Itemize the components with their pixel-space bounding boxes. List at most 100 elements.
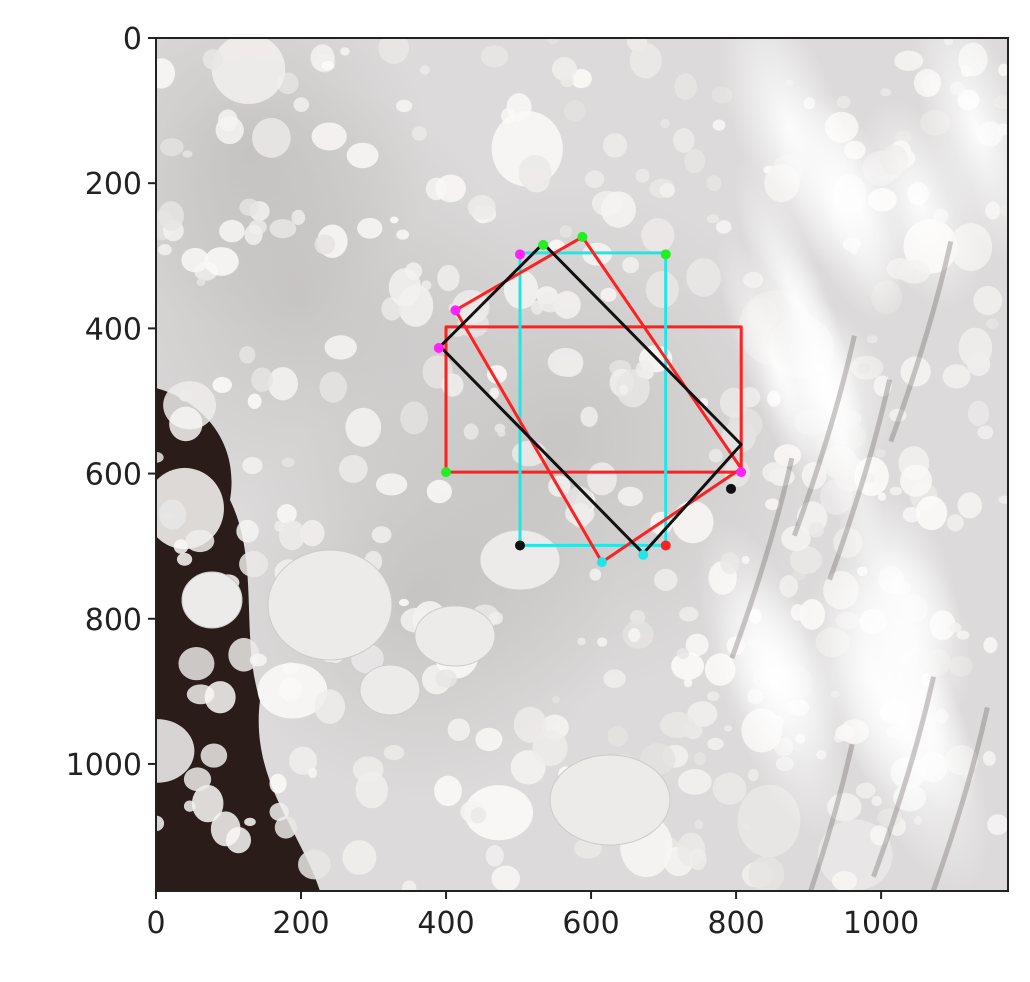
ice-floe xyxy=(967,400,990,427)
ice-floe xyxy=(219,219,245,243)
ice-floe xyxy=(671,652,705,680)
ice-floe xyxy=(191,784,224,823)
ice-floe xyxy=(402,880,417,891)
cloud-streak xyxy=(718,38,863,269)
ice-floe xyxy=(239,198,260,216)
ice-floe xyxy=(619,384,628,395)
ice-floe xyxy=(300,519,325,547)
corner-marker xyxy=(450,305,461,316)
ice-floe xyxy=(654,568,678,591)
ice-floe xyxy=(998,495,1008,504)
ice-floe xyxy=(298,849,331,880)
y-tick-label: 400 xyxy=(85,312,142,347)
ice-floe xyxy=(239,551,269,578)
ice-floe xyxy=(178,646,215,681)
ice-floe xyxy=(480,45,509,68)
ice-floe xyxy=(724,725,733,732)
ice-floe xyxy=(712,772,747,805)
ice-floe xyxy=(603,669,626,688)
ice-floe xyxy=(182,150,193,158)
ice-floe xyxy=(889,486,903,496)
ice-floe xyxy=(870,825,890,846)
ice-floe xyxy=(267,367,298,401)
ice-floe xyxy=(641,218,675,253)
ice-floe xyxy=(973,285,1003,316)
axes-frame xyxy=(155,37,1009,892)
ice-floe xyxy=(659,711,696,738)
ice-floe xyxy=(342,840,377,875)
corner-marker xyxy=(433,342,444,353)
ice-floe xyxy=(880,88,892,97)
cloud-shadow xyxy=(888,240,954,443)
ice-floe xyxy=(683,678,693,688)
ice-floe xyxy=(607,726,628,747)
ice-floe xyxy=(719,387,748,418)
ice-floe xyxy=(204,247,239,276)
ice-floe xyxy=(616,369,650,408)
overlay-layer xyxy=(433,231,747,568)
cloud-shadow xyxy=(930,706,990,891)
ice-floe xyxy=(900,464,933,497)
ice-floe xyxy=(942,364,971,389)
x-tick-label: 1000 xyxy=(843,906,919,941)
ice-floe xyxy=(244,817,256,827)
ice-floe xyxy=(447,718,471,742)
ice-floe xyxy=(584,170,605,189)
cloud-shadow xyxy=(871,676,936,878)
ice-floe xyxy=(156,58,176,89)
ice-floe xyxy=(324,335,357,360)
ice-floe xyxy=(378,38,410,64)
ice-floe xyxy=(183,800,196,812)
ice-floe xyxy=(389,216,399,224)
ice-floe xyxy=(181,247,209,273)
ice-floe xyxy=(694,752,707,766)
ice-floe xyxy=(156,719,195,783)
ice-floe xyxy=(419,65,430,75)
cloud-streak xyxy=(856,99,983,309)
ice-floe xyxy=(551,696,561,704)
corner-marker xyxy=(736,467,747,478)
large-ice-floe xyxy=(267,549,393,661)
cloud-shadow xyxy=(729,457,795,659)
ice-floe xyxy=(982,750,996,766)
y-tick-label: 600 xyxy=(85,458,142,493)
ice-floe xyxy=(467,195,496,220)
ice-floe xyxy=(628,628,641,643)
ice-floe xyxy=(375,473,408,496)
ice-floe xyxy=(311,122,347,151)
ice-floe xyxy=(577,637,586,646)
ice-floe xyxy=(707,691,720,702)
ice-floe xyxy=(491,865,520,891)
corner-marker xyxy=(515,540,526,551)
ice-floe xyxy=(183,767,212,792)
corner-marker xyxy=(515,249,526,260)
x-tick-label: 0 xyxy=(146,906,165,941)
ice-floe xyxy=(617,486,643,507)
ice-floe xyxy=(712,119,726,131)
ice-floe xyxy=(635,360,654,379)
ice-floe xyxy=(808,521,825,538)
ice-floe xyxy=(357,217,383,239)
ice-floe xyxy=(513,706,547,743)
ice-floe xyxy=(986,318,999,329)
cloud-shadow xyxy=(827,379,893,581)
ice-floe xyxy=(688,848,707,871)
ice-floe xyxy=(400,401,429,435)
ice-floe xyxy=(559,225,572,238)
ice-floe xyxy=(434,775,462,807)
ice-floe xyxy=(158,244,172,256)
ice-floe xyxy=(475,727,503,752)
ice-floe xyxy=(781,525,811,552)
corner-marker xyxy=(577,231,588,242)
ice-floe xyxy=(355,771,388,809)
ice-floe xyxy=(158,201,185,231)
ice-floe xyxy=(570,502,592,528)
ice-floe xyxy=(202,49,223,70)
ice-floe xyxy=(686,258,721,297)
ice-floe xyxy=(156,815,165,832)
ice-floe xyxy=(388,268,422,307)
ice-floe xyxy=(185,529,215,553)
ice-floe xyxy=(276,504,297,524)
x-tick-label: 200 xyxy=(272,906,329,941)
